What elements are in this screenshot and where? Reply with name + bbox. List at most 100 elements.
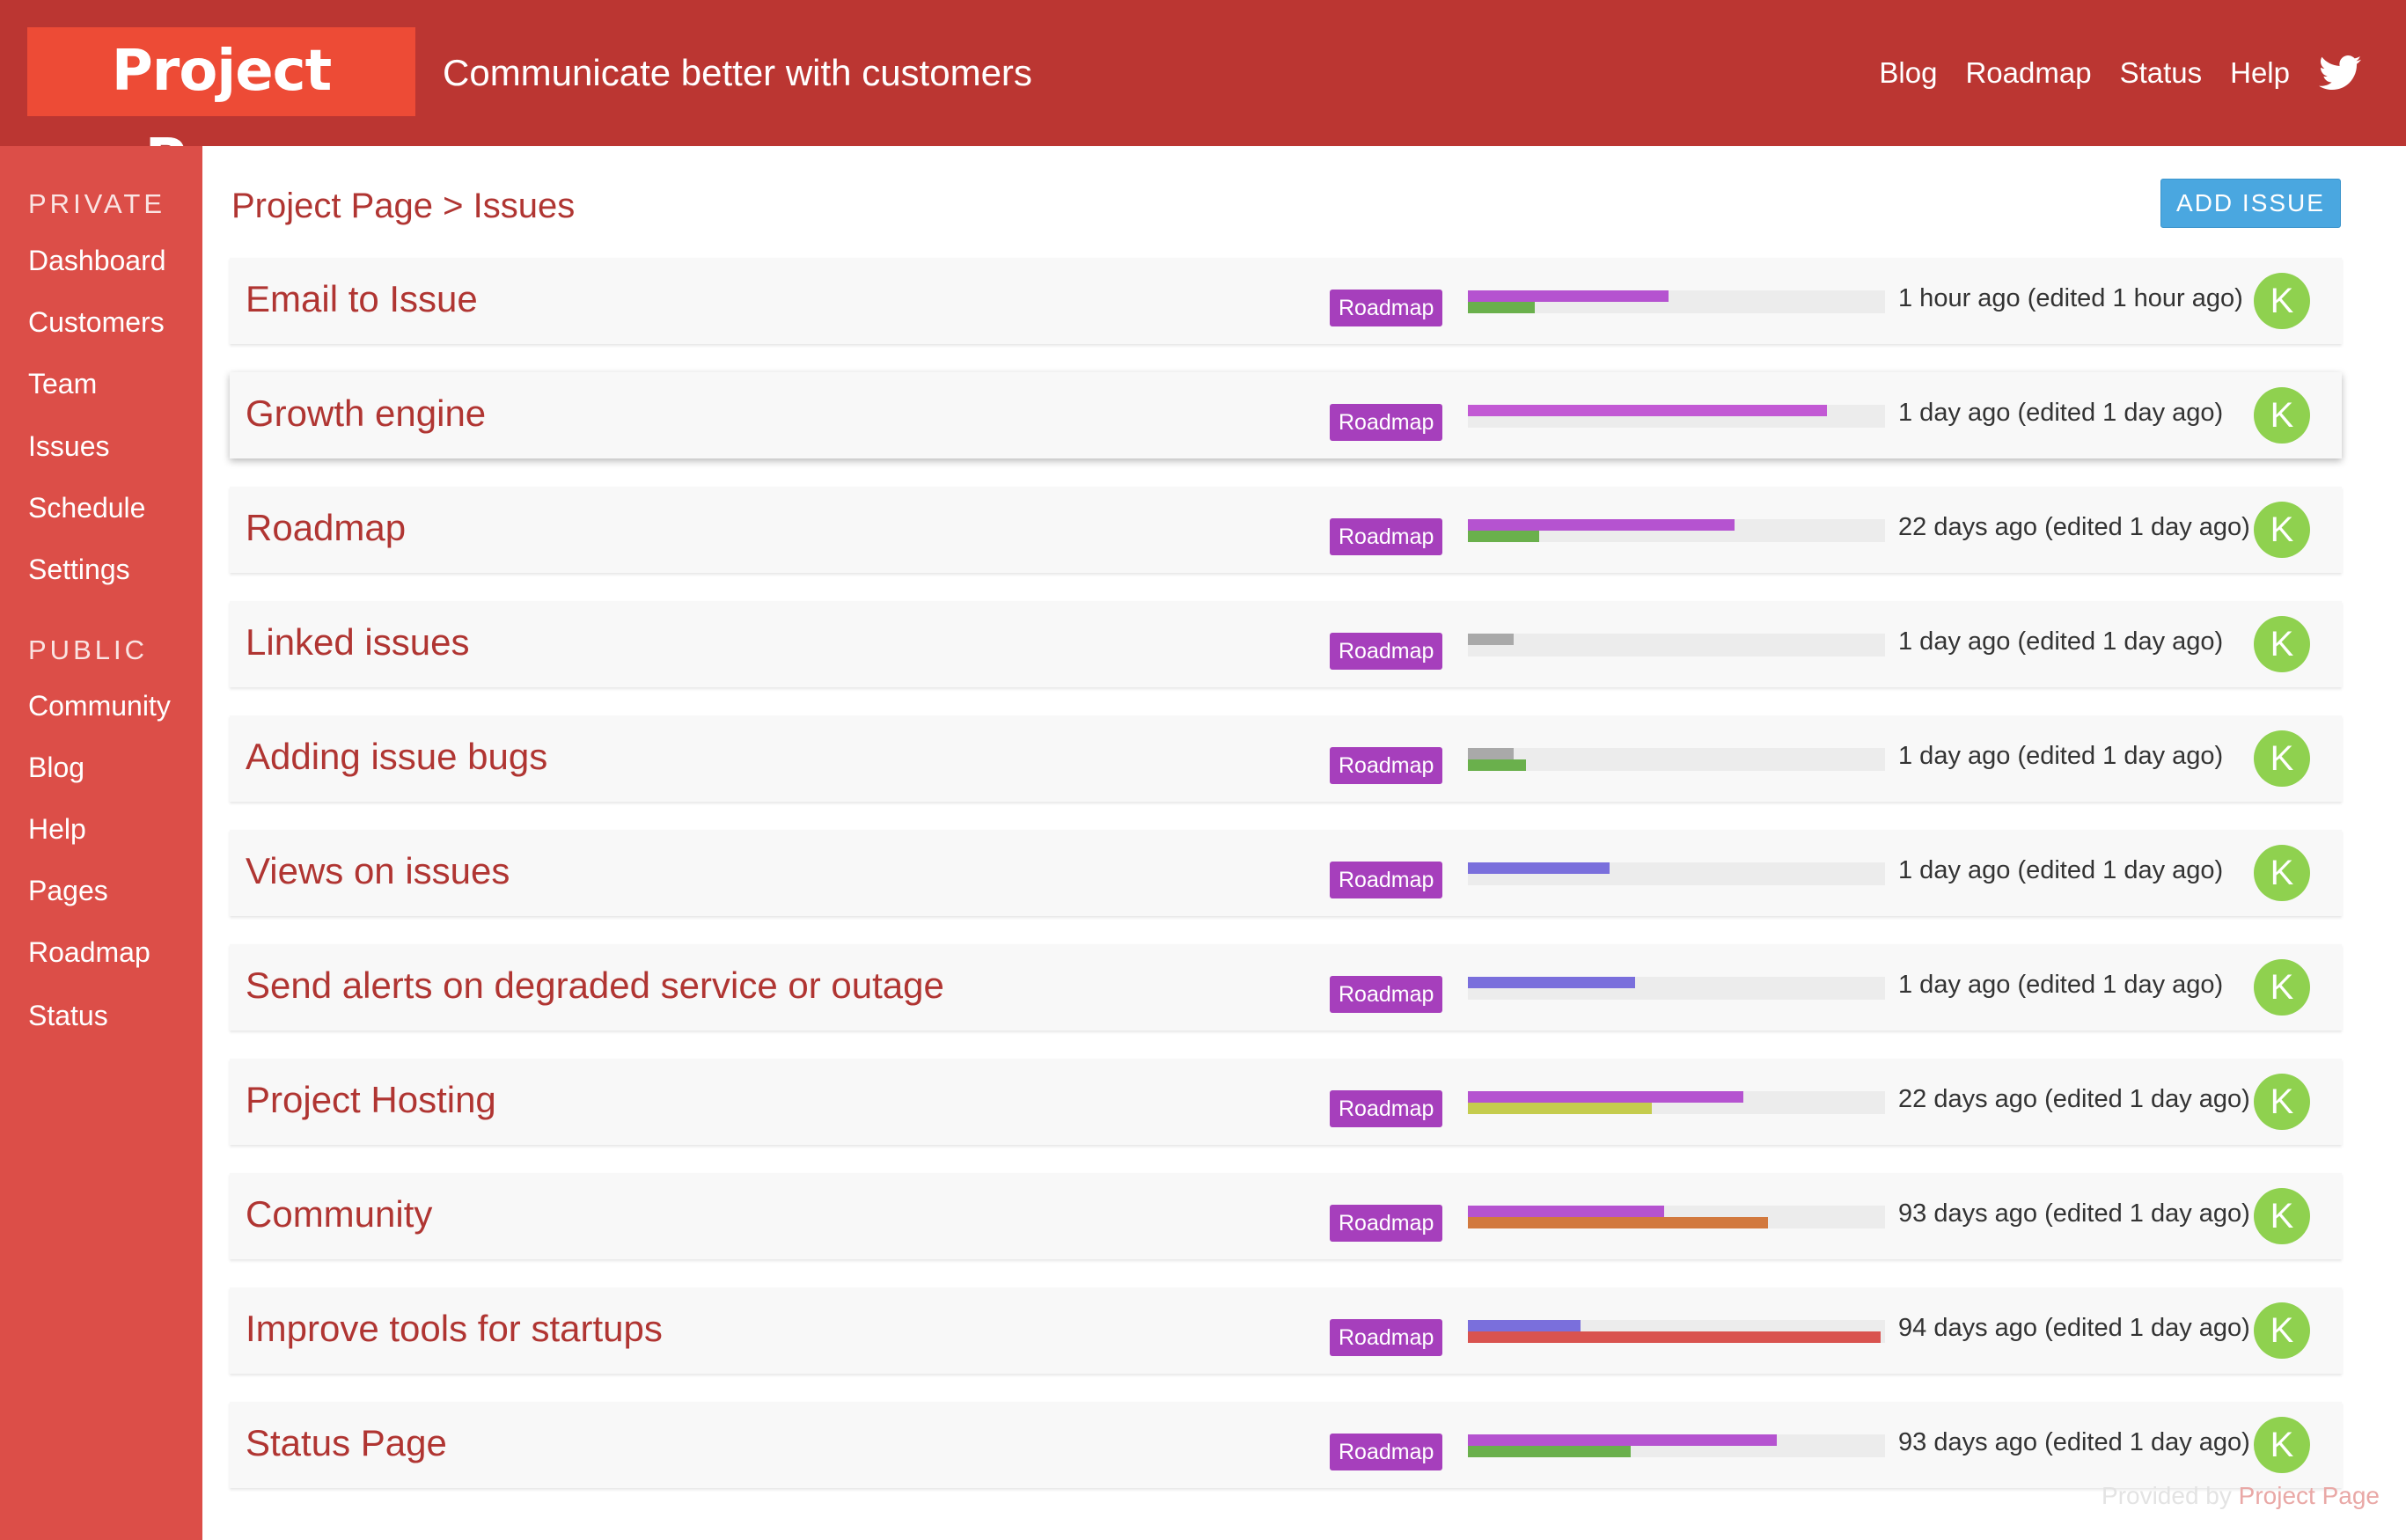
roadmap-tag[interactable]: Roadmap <box>1330 747 1443 784</box>
issue-timestamp: 94 days ago (edited 1 day ago) <box>1898 1314 2250 1342</box>
issue-row[interactable]: Status Page Roadmap 93 days ago (edited 1 … <box>230 1402 2342 1488</box>
nav-link-status[interactable]: Status <box>2119 56 2203 89</box>
footer-brand-link[interactable]: Project Page <box>2238 1482 2380 1509</box>
issue-title-link[interactable]: Community <box>246 1193 433 1235</box>
progress-bar <box>1468 302 1535 313</box>
sidebar-item-community[interactable]: Community <box>28 690 171 722</box>
progress-bar <box>1468 1091 1743 1103</box>
progress-bar <box>1468 290 1669 302</box>
sidebar-item-customers[interactable]: Customers <box>28 306 165 338</box>
footer-credit: Provided by Project Page <box>2102 1480 2380 1512</box>
sidebar-item-settings[interactable]: Settings <box>28 554 130 585</box>
sidebar-item-pages[interactable]: Pages <box>28 875 108 906</box>
issue-timestamp: 1 day ago (edited 1 day ago) <box>1898 742 2224 770</box>
breadcrumb[interactable]: Project Page > Issues <box>231 187 576 225</box>
avatar[interactable]: K <box>2254 1074 2310 1130</box>
avatar[interactable]: K <box>2254 273 2310 329</box>
roadmap-tag[interactable]: Roadmap <box>1330 633 1443 670</box>
project-page-logo[interactable]: Project Page <box>27 27 415 193</box>
progress-bar <box>1468 977 1635 988</box>
avatar[interactable]: K <box>2254 1188 2310 1244</box>
issue-timestamp: 22 days ago (edited 1 day ago) <box>1898 1085 2250 1113</box>
progress-track <box>1468 1320 1885 1343</box>
progress-track <box>1468 748 1885 771</box>
tagline: Communicate better with customers <box>443 52 1032 93</box>
issue-timestamp: 1 hour ago (edited 1 hour ago) <box>1898 284 2243 312</box>
sidebar: PRIVATE Dashboard Customers Team Issues … <box>0 146 202 1540</box>
progress-bar <box>1468 531 1539 542</box>
issue-title-link[interactable]: Improve tools for startups <box>246 1308 663 1349</box>
sidebar-item-roadmap[interactable]: Roadmap <box>28 936 150 968</box>
add-issue-button[interactable]: ADD ISSUE <box>2160 179 2341 228</box>
top-header: Project Page Communicate better with cus… <box>0 0 2406 193</box>
roadmap-tag[interactable]: Roadmap <box>1330 1090 1443 1127</box>
nav-link-blog[interactable]: Blog <box>1879 56 1938 89</box>
footer-prefix: Provided by <box>2102 1482 2232 1509</box>
issue-title-link[interactable]: Linked issues <box>246 621 470 663</box>
progress-bar <box>1468 759 1527 771</box>
roadmap-tag[interactable]: Roadmap <box>1330 404 1443 441</box>
issue-timestamp: 1 day ago (edited 1 day ago) <box>1898 856 2224 884</box>
progress-bar <box>1468 748 1515 759</box>
sidebar-item-blog[interactable]: Blog <box>28 752 85 783</box>
issue-title-link[interactable]: Send alerts on degraded service or outag… <box>246 964 944 1006</box>
roadmap-tag[interactable]: Roadmap <box>1330 862 1443 898</box>
issue-timestamp: 1 day ago (edited 1 day ago) <box>1898 971 2224 999</box>
progress-bar <box>1468 1217 1769 1228</box>
issue-row[interactable]: Community Roadmap 93 days ago (edited 1 da… <box>230 1173 2342 1259</box>
issue-row[interactable]: Growth engine Roadmap 1 day ago (edited 1 … <box>230 372 2342 458</box>
sidebar-item-schedule[interactable]: Schedule <box>28 492 146 524</box>
issue-row[interactable]: Project Hosting Roadmap 22 days ago (edite… <box>230 1059 2342 1145</box>
issue-title-link[interactable]: Adding issue bugs <box>246 736 548 777</box>
issue-row[interactable]: Roadmap Roadmap 22 days ago (edited 1 day … <box>230 487 2342 573</box>
progress-bar <box>1468 1446 1631 1457</box>
sidebar-item-help[interactable]: Help <box>28 813 86 845</box>
issue-title-link[interactable]: Status Page <box>246 1422 447 1463</box>
roadmap-tag[interactable]: Roadmap <box>1330 290 1443 326</box>
avatar[interactable]: K <box>2254 845 2310 901</box>
roadmap-tag[interactable]: Roadmap <box>1330 1434 1443 1470</box>
roadmap-tag[interactable]: Roadmap <box>1330 976 1443 1013</box>
progress-bar <box>1468 1434 1777 1446</box>
avatar[interactable]: K <box>2254 1302 2310 1359</box>
avatar[interactable]: K <box>2254 1417 2310 1473</box>
top-nav: Blog Roadmap Status Help <box>1851 51 2362 95</box>
avatar[interactable]: K <box>2254 730 2310 787</box>
progress-track <box>1468 634 1885 656</box>
issue-row[interactable]: Send alerts on degraded service or outag… <box>230 944 2342 1030</box>
progress-bar <box>1468 1103 1652 1114</box>
sidebar-item-issues[interactable]: Issues <box>28 430 110 462</box>
issue-title-link[interactable]: Views on issues <box>246 850 510 891</box>
issue-row[interactable]: Improve tools for startups Roadmap 94 days… <box>230 1287 2342 1374</box>
issue-row[interactable]: Linked issues Roadmap 1 day ago (edited 1 … <box>230 601 2342 687</box>
issue-row[interactable]: Adding issue bugs Roadmap 1 day ago (edite… <box>230 715 2342 802</box>
progress-track <box>1468 405 1885 428</box>
avatar[interactable]: K <box>2254 959 2310 1016</box>
issue-title-link[interactable]: Email to Issue <box>246 278 478 319</box>
issue-row[interactable]: Views on issues Roadmap 1 day ago (edited … <box>230 830 2342 916</box>
roadmap-tag[interactable]: Roadmap <box>1330 1205 1443 1242</box>
roadmap-tag[interactable]: Roadmap <box>1330 1319 1443 1356</box>
issue-title-link[interactable]: Growth engine <box>246 392 487 434</box>
roadmap-tag[interactable]: Roadmap <box>1330 518 1443 555</box>
sidebar-item-team[interactable]: Team <box>28 368 98 400</box>
sidebar-item-status[interactable]: Status <box>28 1000 108 1031</box>
nav-link-roadmap[interactable]: Roadmap <box>1965 56 2092 89</box>
issue-title-link[interactable]: Project Hosting <box>246 1079 496 1120</box>
progress-track <box>1468 1434 1885 1457</box>
issue-row[interactable]: Email to Issue Roadmap 1 hour ago (edited … <box>230 258 2342 344</box>
progress-bar <box>1468 862 1610 874</box>
progress-track <box>1468 519 1885 542</box>
avatar[interactable]: K <box>2254 387 2310 444</box>
avatar[interactable]: K <box>2254 616 2310 672</box>
issue-title-link[interactable]: Roadmap <box>246 507 407 548</box>
progress-track <box>1468 1091 1885 1114</box>
sidebar-item-dashboard[interactable]: Dashboard <box>28 245 166 276</box>
progress-bar <box>1468 405 1827 416</box>
progress-bar <box>1468 1331 1882 1343</box>
nav-link-help[interactable]: Help <box>2230 56 2290 89</box>
avatar[interactable]: K <box>2254 502 2310 558</box>
issue-timestamp: 93 days ago (edited 1 day ago) <box>1898 1428 2250 1456</box>
twitter-icon[interactable] <box>2318 55 2362 92</box>
progress-track <box>1468 290 1885 313</box>
